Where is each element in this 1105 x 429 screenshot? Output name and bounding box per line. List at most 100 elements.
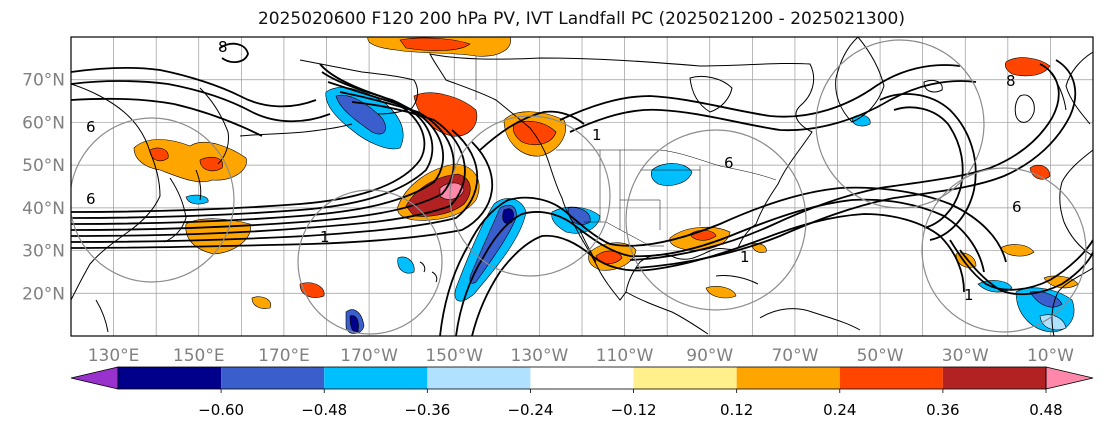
longitude-tick-label: 170°E [258, 346, 310, 366]
positive-anomaly-caribbean [705, 286, 737, 299]
contour-labels: 8 6 6 1 1 6 8 1 6 1 [86, 38, 1022, 304]
positive-anomaly-bc-core [512, 120, 557, 145]
range-ring-west-pacific [71, 117, 235, 283]
longitude-labels: 130°E 150°E 170°E 170°W 150°W 130°W 110°W 90°W 7… [88, 346, 1074, 366]
colorbar-segment [633, 367, 737, 389]
contour-label: 8 [1006, 72, 1016, 90]
pv-ridge-north [559, 64, 961, 121]
negative-anomaly-south-pacific-core [349, 315, 359, 333]
coast-cuba [715, 275, 759, 285]
positive-anomaly-iberia [1029, 164, 1051, 180]
coast-iceland [923, 79, 943, 93]
coast-hudson-bay [689, 75, 733, 113]
pv-contour-7 [71, 141, 494, 249]
contour-label: 6 [86, 118, 96, 136]
latitude-tick-label: 40°N [22, 199, 65, 219]
pv-trough-pacific [439, 186, 1007, 336]
negative-anomaly-central-pacific-max [502, 208, 514, 224]
colorbar-tick-label: −0.12 [611, 401, 657, 419]
coast-africa [1051, 267, 1093, 336]
pv-contour-6 [71, 129, 479, 243]
coast-central-america [625, 291, 709, 335]
map-frame [70, 36, 1094, 337]
colorbar-segment [221, 367, 325, 389]
map-title: 2025020600 F120 200 hPa PV, IVT Landfall… [257, 9, 905, 29]
pv-contour-5 [71, 101, 466, 237]
coast-south-america [759, 308, 861, 331]
contour-label: 1 [592, 126, 602, 144]
longitude-tick-label: 130°E [88, 346, 140, 366]
range-rings [71, 39, 1087, 335]
positive-anomaly-hawaii [299, 282, 325, 298]
positive-anomaly-azores [999, 244, 1035, 257]
pv-closed-atlantic [879, 93, 977, 241]
pv-contour-4 [71, 91, 455, 231]
colorbar-extend-max [1045, 366, 1094, 390]
latitude-tick-label: 70°N [22, 71, 65, 91]
colorbar-tick-label: −0.48 [301, 401, 347, 419]
contour-label: 1 [740, 248, 750, 266]
positive-anomaly-north-sea [1004, 57, 1051, 77]
coast-north-america [429, 53, 815, 301]
contour-label: 6 [724, 154, 734, 172]
negative-anomaly-west-pacific [185, 194, 209, 205]
colorbar-tick-label: 0.24 [823, 401, 856, 419]
longitude-tick-label: 170°W [340, 346, 398, 366]
contour-label: 8 [218, 38, 228, 56]
positive-anomaly-small-west [251, 296, 272, 309]
longitude-tick-label: 150°E [173, 346, 225, 366]
colorbar-tick-label: 0.36 [926, 401, 959, 419]
pv-contour-asia-north-2 [71, 80, 331, 123]
longitude-tick-label: 70°W [771, 346, 818, 366]
latitude-labels: 70°N 60°N 50°N 40°N 30°N 20°N [22, 71, 65, 305]
border-us-canada [556, 149, 777, 181]
pv-trough-atlantic [949, 239, 1093, 291]
political-borders [475, 56, 777, 247]
latitude-tick-label: 60°N [22, 113, 65, 133]
colorbar-tick-label: −0.24 [507, 401, 553, 419]
pv-closed-atlantic-2 [893, 106, 964, 229]
negative-anomaly-bering-core [335, 94, 386, 135]
colorbar-segment [736, 367, 840, 389]
pv-contour-3 [71, 81, 444, 225]
longitude-tick-label: 130°W [511, 346, 569, 366]
coastlines [71, 37, 1093, 336]
latitude-tick-label: 50°N [22, 156, 65, 176]
coast-kamchatka [199, 87, 229, 165]
latitude-tick-label: 30°N [22, 242, 65, 262]
colorbar: −0.60 −0.48 −0.36 −0.24 −0.12 0.12 0.24 0.36 0.4… [70, 366, 1094, 419]
pv-contour-east-jet-2 [635, 59, 1077, 269]
range-ring-north-atlantic [815, 39, 985, 209]
pv-trough-atlantic-2 [959, 249, 1093, 296]
longitude-tick-label: 50°W [857, 346, 904, 366]
longitude-tick-label: 10°W [1027, 346, 1074, 366]
range-ring-east-pacific [449, 115, 611, 277]
longitude-tick-label: 110°W [596, 346, 654, 366]
pv-contour-asia-north-3 [71, 97, 263, 137]
colorbar-extend-min [70, 366, 119, 390]
colorbar-outline [117, 366, 1047, 390]
pv-contour-small-loop [219, 42, 249, 63]
range-ring-north-america [625, 129, 807, 311]
contour-label: 1 [320, 228, 330, 246]
negative-anomaly-atlantic-south [1039, 314, 1067, 331]
negative-anomaly-hawaii [397, 256, 415, 274]
positive-anomaly-arctic-core [399, 37, 471, 51]
colorbar-tick-label: 0.48 [1029, 401, 1062, 419]
negative-anomaly-plains [650, 163, 693, 186]
negative-anomaly-central-pacific-core [469, 205, 517, 284]
contour-label: 6 [86, 190, 96, 208]
pv-trough-pacific-3 [471, 213, 965, 336]
colorbar-segment [530, 367, 634, 389]
colorbar-tick-label: −0.60 [198, 401, 244, 419]
border-states [599, 150, 701, 230]
contour-label: 1 [964, 286, 974, 304]
colorbar-tick-label: 0.12 [720, 401, 753, 419]
coast-japan [163, 169, 202, 243]
pv-ridge-north-2 [569, 80, 977, 133]
coast-philippines [95, 299, 109, 333]
pv-contour-east-jet [629, 63, 1060, 261]
colorbar-tick-label: −0.36 [404, 401, 450, 419]
